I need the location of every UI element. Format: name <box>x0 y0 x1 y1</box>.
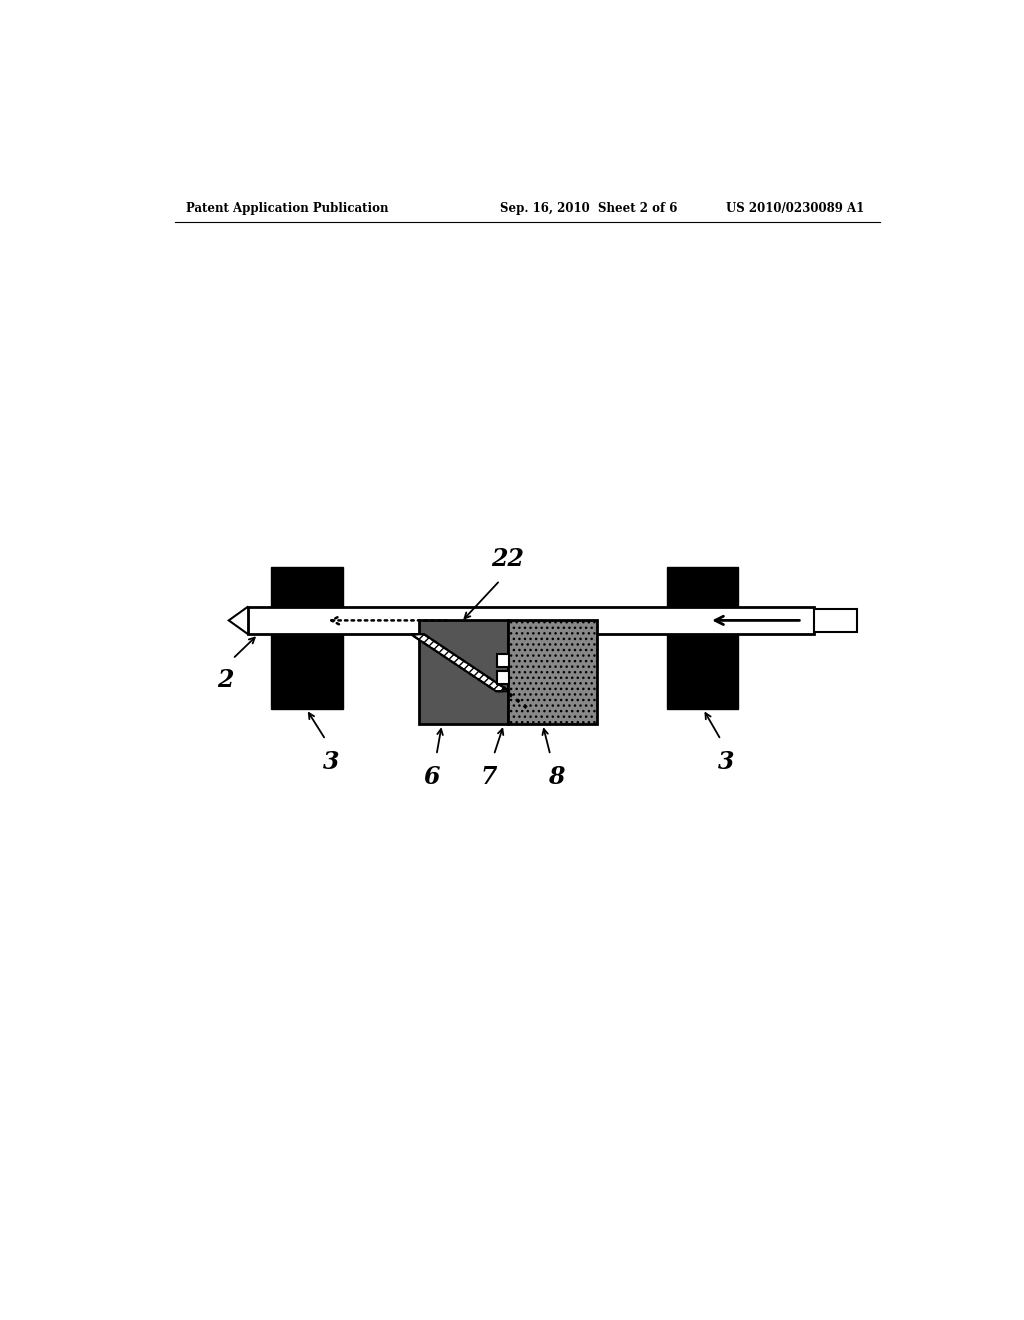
Bar <box>248 607 814 635</box>
Text: 7: 7 <box>480 766 497 789</box>
Bar <box>271 566 343 709</box>
Text: 6: 6 <box>424 766 440 789</box>
Polygon shape <box>411 635 509 692</box>
Text: 22: 22 <box>492 546 524 572</box>
Text: 2: 2 <box>217 668 233 692</box>
Bar <box>814 609 856 632</box>
Text: Patent Application Publication: Patent Application Publication <box>186 202 389 215</box>
Bar <box>667 566 738 709</box>
Text: Sep. 16, 2010  Sheet 2 of 6: Sep. 16, 2010 Sheet 2 of 6 <box>500 202 677 215</box>
Bar <box>497 655 509 667</box>
Bar <box>419 620 508 725</box>
Text: US 2010/0230089 A1: US 2010/0230089 A1 <box>726 202 864 215</box>
Text: 3: 3 <box>718 750 734 774</box>
Bar <box>497 672 509 684</box>
Text: 3: 3 <box>323 750 339 774</box>
Polygon shape <box>228 607 248 635</box>
Text: 8: 8 <box>548 766 564 789</box>
Bar <box>508 620 597 725</box>
